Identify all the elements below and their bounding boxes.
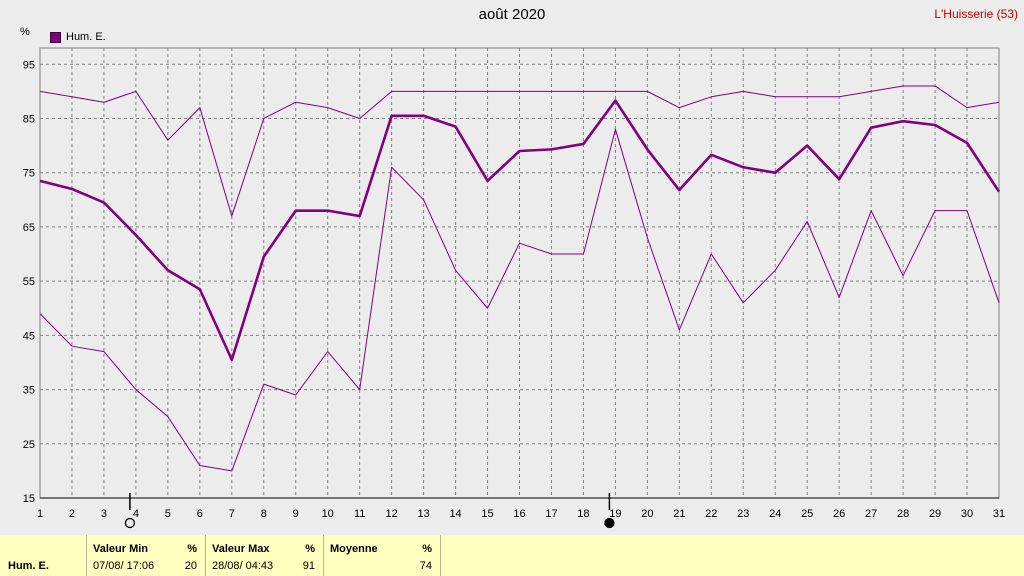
series-line-min — [39, 128, 1000, 472]
legend-swatch — [50, 31, 61, 43]
x-tick-label: 6 — [197, 508, 203, 520]
x-tick-label: 10 — [322, 508, 334, 520]
y-tick-label: 95 — [23, 59, 35, 71]
x-tick-label: 25 — [801, 508, 813, 520]
x-tick-label: 31 — [993, 508, 1005, 520]
y-tick-label: 35 — [23, 385, 35, 397]
legend-label: Hum. E. — [66, 31, 106, 43]
x-tick-label: 17 — [545, 508, 557, 520]
y-tick-label: 55 — [23, 276, 35, 288]
x-tick-label: 20 — [641, 508, 653, 520]
y-tick-label: 85 — [23, 113, 35, 125]
y-tick-label: 45 — [23, 330, 35, 342]
stats-row-label-cell: Hum. E. — [0, 535, 87, 576]
x-tick-label: 9 — [293, 508, 299, 520]
y-tick-label: 25 — [23, 439, 35, 451]
legend: Hum. E. — [50, 31, 106, 43]
x-tick-label: 11 — [354, 508, 365, 520]
stats-row-label: Hum. E. — [8, 560, 49, 572]
y-tick-label: 15 — [23, 493, 35, 505]
x-tick-label: 15 — [481, 508, 493, 520]
x-tick-label: 2 — [69, 508, 75, 520]
x-tick-label: 5 — [165, 508, 171, 520]
stats-min-value: 20 — [184, 560, 197, 572]
chart-title: août 2020 — [478, 6, 546, 23]
series-line-max — [39, 85, 1000, 217]
x-tick-label: 16 — [513, 508, 525, 520]
stats-max-cell: Valeur Max % 28/08/ 04:43 91 — [206, 535, 324, 576]
x-tick-label: 26 — [833, 508, 845, 520]
x-tick-label: 8 — [261, 508, 267, 520]
full-moon-icon — [124, 517, 136, 529]
stats-mean-cell: Moyenne % 74 — [324, 535, 441, 576]
series-line-mean — [39, 99, 1001, 362]
x-tick-label: 7 — [229, 508, 235, 520]
x-tick-label: 21 — [673, 508, 685, 520]
stats-panel: Hum. E. Valeur Min % 07/08/ 17:06 20 Val… — [0, 535, 1024, 576]
x-tick-label: 18 — [577, 508, 589, 520]
stats-min-header: Valeur Min — [93, 543, 149, 555]
stats-max-datetime: 28/08/ 04:43 — [212, 560, 274, 572]
y-tick-label: 75 — [23, 168, 35, 180]
new-moon-icon — [604, 517, 615, 529]
stats-mean-header: Moyenne — [330, 543, 378, 555]
station-name: L'Huisserie (53) — [934, 7, 1018, 21]
x-tick-label: 4 — [133, 508, 139, 520]
x-tick-label: 24 — [769, 508, 781, 520]
stats-min-datetime: 07/08/ 17:06 — [93, 560, 155, 572]
stats-min-unit: % — [187, 543, 197, 555]
stats-max-value: 91 — [302, 560, 315, 572]
y-tick-label: 65 — [23, 222, 35, 234]
x-tick-label: 14 — [449, 508, 461, 520]
x-tick-label: 13 — [417, 508, 429, 520]
x-tick-label: 3 — [101, 508, 107, 520]
x-tick-label: 22 — [705, 508, 717, 520]
stats-empty-cell — [441, 535, 1024, 576]
stats-mean-value: 74 — [419, 560, 432, 572]
y-axis-unit: % — [20, 26, 30, 38]
stats-max-header: Valeur Max — [212, 543, 270, 555]
x-tick-label: 28 — [897, 508, 909, 520]
x-tick-label: 1 — [37, 508, 43, 520]
stats-mean-unit: % — [422, 543, 432, 555]
x-tick-label: 19 — [609, 508, 621, 520]
x-tick-label: 23 — [737, 508, 749, 520]
stats-min-cell: Valeur Min % 07/08/ 17:06 20 — [87, 535, 206, 576]
x-tick-label: 27 — [865, 508, 877, 520]
x-tick-label: 30 — [961, 508, 973, 520]
x-tick-label: 12 — [386, 508, 398, 520]
stats-max-unit: % — [305, 543, 315, 555]
x-tick-label: 29 — [929, 508, 941, 520]
